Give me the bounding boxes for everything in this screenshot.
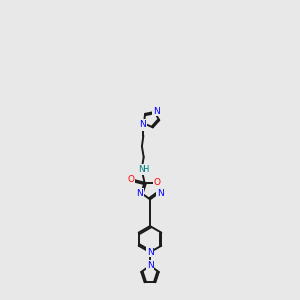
Text: N: N	[139, 120, 146, 129]
Text: N: N	[153, 107, 160, 116]
Text: N: N	[147, 248, 153, 257]
Text: N: N	[138, 165, 145, 174]
Text: H: H	[142, 165, 148, 174]
Text: N: N	[136, 189, 143, 198]
Text: O: O	[128, 175, 135, 184]
Text: N: N	[139, 122, 146, 130]
Text: N: N	[147, 261, 153, 270]
Text: N: N	[157, 189, 164, 198]
Text: O: O	[154, 178, 161, 187]
